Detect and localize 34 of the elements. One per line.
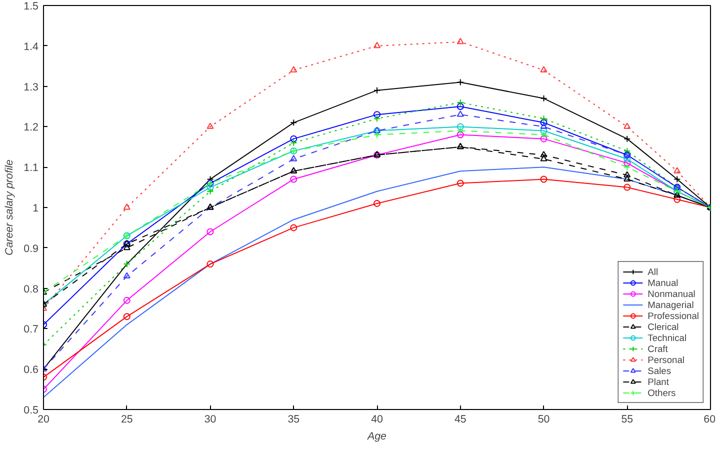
x-tick-label: 55	[621, 414, 634, 426]
x-tick-label: 50	[538, 414, 550, 426]
legend-label: Managerial	[648, 299, 694, 310]
x-tick-label: 30	[204, 414, 216, 426]
legend-label: Clerical	[648, 321, 679, 332]
y-tick-label: 0.7	[24, 324, 39, 336]
x-tick-label: 40	[371, 414, 383, 426]
legend-label: Sales	[648, 365, 671, 376]
y-tick-label: 0.5	[24, 404, 39, 416]
x-tick-label: 25	[120, 414, 133, 426]
legend-label: Nonmanual	[648, 288, 696, 299]
legend-label: Professional	[648, 310, 699, 321]
legend-label: All	[648, 266, 660, 277]
y-axis-title: Career salary profile	[4, 159, 16, 256]
y-tick-label: 0.6	[24, 364, 39, 376]
legend-label: Personal	[648, 354, 684, 365]
y-tick-label: 1	[32, 202, 39, 214]
y-tick-label: 1.5	[24, 0, 39, 12]
y-tick-label: 1.2	[24, 122, 39, 134]
x-tick-label: 45	[454, 414, 466, 426]
legend-label: Others	[648, 387, 676, 398]
legend-label: Plant	[648, 376, 669, 387]
legend-label: Manual	[648, 277, 678, 288]
y-tick-label: 0.9	[24, 242, 39, 255]
y-tick-label: 0.8	[24, 283, 39, 296]
x-axis-title: Age	[366, 430, 387, 442]
y-tick-label: 1.1	[24, 162, 39, 174]
legend-label: Technical	[648, 332, 687, 343]
x-tick-label: 20	[38, 414, 50, 426]
y-tick-label: 1.3	[24, 81, 39, 94]
x-tick-label: 35	[288, 414, 300, 426]
y-tick-label: 1.4	[24, 40, 39, 53]
legend-label: Craft	[648, 343, 668, 354]
x-tick-label: 60	[704, 414, 716, 426]
